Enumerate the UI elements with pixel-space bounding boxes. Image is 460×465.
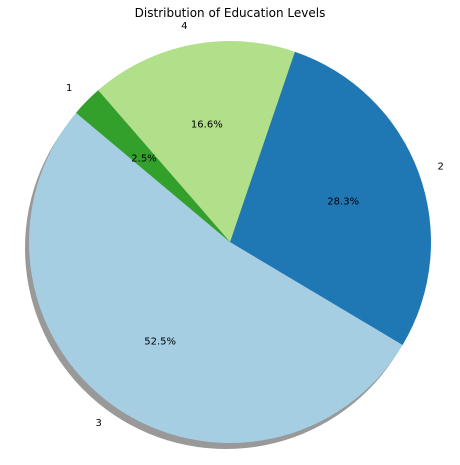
pie-category-label: 2	[438, 162, 444, 173]
pie-percent-label: 28.3%	[327, 196, 359, 207]
pie-category-label: 4	[181, 21, 187, 32]
pie-percent-label: 2.5%	[131, 153, 156, 164]
pie-category-label: 3	[96, 418, 102, 429]
pie-percent-label: 52.5%	[144, 336, 176, 347]
pie-category-label: 1	[66, 83, 72, 94]
chart-title: Distribution of Education Levels	[135, 6, 326, 20]
pie-slices	[29, 41, 431, 443]
pie-percent-label: 16.6%	[191, 120, 223, 131]
